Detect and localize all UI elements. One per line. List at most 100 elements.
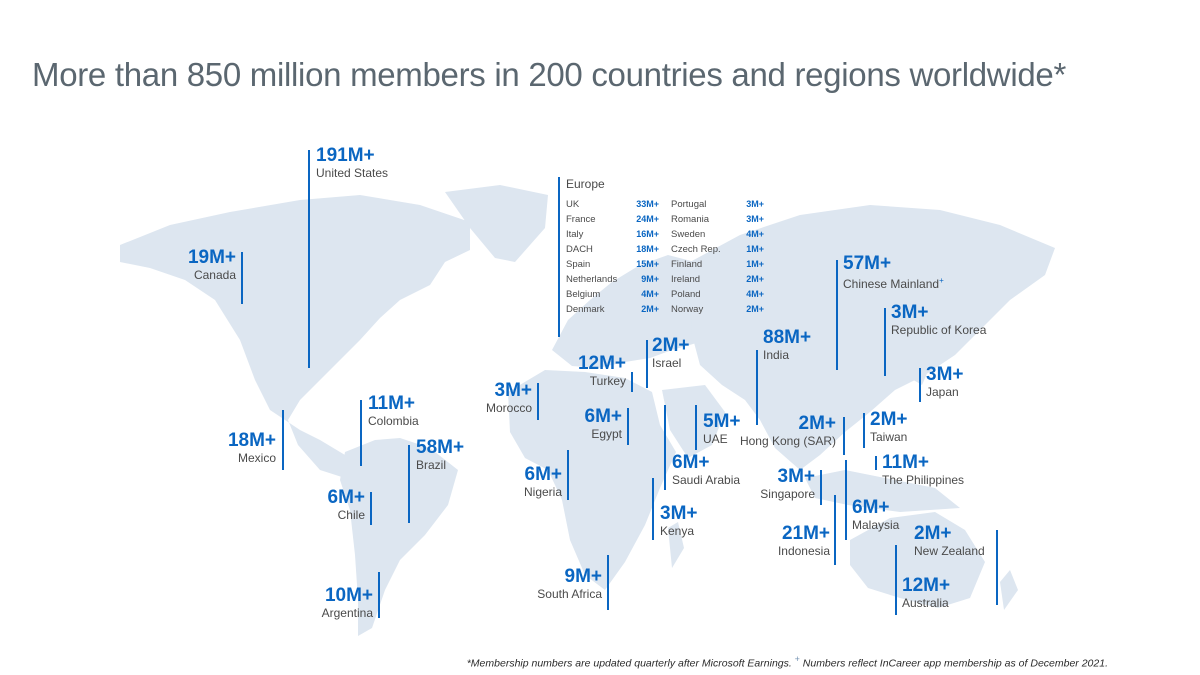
africa-landmass bbox=[508, 370, 676, 590]
member-count: 3M+ bbox=[926, 364, 964, 385]
europe-country: Norway bbox=[671, 304, 704, 315]
europe-member-count: 15M+ bbox=[636, 259, 659, 269]
region-label-egypt: 6M+ Egypt bbox=[574, 407, 623, 442]
country-name: Hong Kong (SAR) bbox=[739, 434, 836, 448]
europe-row: Belgium 4M+ bbox=[566, 287, 671, 302]
country-name: UAE bbox=[703, 432, 728, 446]
member-count: 3M+ bbox=[891, 302, 929, 323]
region-label-chinese-mainland: 57M+ Chinese Mainland+ bbox=[843, 253, 944, 292]
region-label-morocco: 3M+ Morocco bbox=[480, 381, 532, 416]
leader-lines bbox=[241, 150, 998, 618]
europe-panel: Europe UK 33M+ France 24M+ Italy 16M+ DACH 18M+… bbox=[558, 177, 776, 337]
region-label-india: 88M+ India bbox=[763, 328, 811, 363]
footnote-text: *Membership numbers are updated quarterl… bbox=[466, 657, 792, 670]
member-count: 6M+ bbox=[327, 487, 366, 508]
country-name: New Zealand bbox=[914, 544, 985, 558]
footnote: *Membership numbers are updated quarterl… bbox=[467, 654, 1108, 670]
region-label-malaysia: 6M+ Malaysia bbox=[852, 498, 899, 533]
member-count: 5M+ bbox=[703, 411, 741, 432]
region-label-canada: 19M+ Canada bbox=[176, 247, 236, 283]
region-label-the-philippines: 11M+ The Philippines bbox=[882, 452, 965, 488]
member-count: 3M+ bbox=[660, 503, 698, 524]
region-label-hong-kong-sar: 2M+ Hong Kong (SAR) bbox=[738, 414, 836, 449]
europe-landmass bbox=[552, 255, 720, 368]
country-name: India bbox=[763, 348, 790, 362]
australia-landmass bbox=[850, 512, 985, 608]
member-count: 19M+ bbox=[187, 247, 236, 268]
region-label-nigeria: 6M+ Nigeria bbox=[514, 464, 563, 500]
greenland-landmass bbox=[445, 185, 548, 262]
europe-member-count: 16M+ bbox=[636, 229, 659, 239]
region-label-mexico: 18M+ Mexico bbox=[216, 431, 276, 466]
member-count: 10M+ bbox=[324, 585, 373, 606]
footnote-mark: + bbox=[939, 276, 944, 285]
member-count: 3M+ bbox=[777, 466, 816, 487]
europe-row: France 24M+ bbox=[566, 212, 671, 227]
europe-country: UK bbox=[566, 199, 580, 210]
region-label-indonesia: 21M+ Indonesia bbox=[768, 524, 830, 559]
country-name: Israel bbox=[652, 356, 682, 370]
region-label-saudi-arabia: 6M+ Saudi Arabia bbox=[672, 452, 741, 488]
europe-country: Netherlands bbox=[566, 274, 618, 285]
country-name: Saudi Arabia bbox=[672, 473, 741, 487]
country-name: Chinese Mainland+ bbox=[843, 276, 944, 291]
new-zealand-landmass bbox=[1000, 570, 1018, 610]
member-count: 12M+ bbox=[577, 353, 626, 374]
europe-country: Portugal bbox=[671, 199, 707, 210]
footnote-text-2: Numbers reflect InCareer app membership … bbox=[802, 657, 1108, 670]
europe-member-count: 9M+ bbox=[641, 274, 659, 284]
europe-row: Ireland 2M+ bbox=[671, 272, 776, 287]
member-count: 2M+ bbox=[652, 335, 690, 356]
europe-row: DACH 18M+ bbox=[566, 242, 671, 257]
europe-country: Sweden bbox=[671, 229, 706, 240]
region-label-chile: 6M+ Chile bbox=[317, 487, 366, 523]
europe-row: Czech Rep. 1M+ bbox=[671, 242, 776, 257]
country-name: Argentina bbox=[321, 606, 373, 620]
south-america-landmass bbox=[340, 438, 458, 636]
country-name: Republic of Korea bbox=[891, 323, 987, 337]
europe-country: Romania bbox=[671, 214, 710, 225]
country-name: Taiwan bbox=[870, 430, 908, 444]
member-count: 6M+ bbox=[672, 452, 710, 473]
europe-member-count: 3M+ bbox=[746, 214, 764, 224]
europe-member-count: 4M+ bbox=[746, 229, 764, 239]
europe-country: Czech Rep. bbox=[671, 244, 721, 255]
member-count: 57M+ bbox=[843, 253, 892, 274]
member-count: 11M+ bbox=[882, 452, 930, 473]
north-america-landmass bbox=[120, 195, 470, 478]
europe-member-count: 1M+ bbox=[746, 259, 764, 269]
europe-row: Sweden 4M+ bbox=[671, 227, 776, 242]
country-name: Chile bbox=[337, 508, 365, 522]
region-label-israel: 2M+ Israel bbox=[652, 335, 690, 371]
country-name: The Philippines bbox=[882, 473, 965, 487]
europe-member-count: 2M+ bbox=[746, 304, 764, 314]
europe-column-right: Portugal 3M+ Romania 3M+ Sweden 4M+ Czech Rep.… bbox=[671, 197, 776, 317]
page-title: More than 850 million members in 200 cou… bbox=[32, 56, 1067, 93]
europe-column-left: UK 33M+ France 24M+ Italy 16M+ DACH 18M+ Spain 15… bbox=[566, 197, 671, 317]
country-name: Colombia bbox=[368, 414, 419, 428]
europe-country: Denmark bbox=[566, 304, 605, 315]
country-name: South Africa bbox=[537, 587, 602, 601]
member-count: 9M+ bbox=[564, 566, 603, 587]
member-count: 6M+ bbox=[524, 464, 563, 485]
europe-country: DACH bbox=[566, 244, 593, 255]
europe-row: Finland 1M+ bbox=[671, 257, 776, 272]
japan-landmass bbox=[910, 322, 935, 385]
footnote-mark: + bbox=[794, 654, 800, 664]
region-label-new-zealand: 2M+ New Zealand bbox=[914, 524, 985, 559]
europe-row: Norway 2M+ bbox=[671, 302, 776, 317]
region-label-brazil: 58M+ Brazil bbox=[416, 438, 464, 473]
region-label-taiwan: 2M+ Taiwan bbox=[870, 410, 908, 445]
europe-member-count: 18M+ bbox=[636, 244, 659, 254]
europe-country: Italy bbox=[566, 229, 584, 240]
europe-row: Denmark 2M+ bbox=[566, 302, 671, 317]
europe-member-count: 33M+ bbox=[636, 199, 659, 209]
europe-member-count: 2M+ bbox=[641, 304, 659, 314]
continents bbox=[120, 185, 1055, 636]
country-name: Morocco bbox=[485, 401, 532, 415]
europe-member-count: 4M+ bbox=[641, 289, 659, 299]
region-label-republic-of-korea: 3M+ Republic of Korea bbox=[891, 302, 987, 338]
region-label-united-states: 191M+ United States bbox=[316, 146, 388, 181]
southeast-asia-islands bbox=[805, 470, 960, 512]
